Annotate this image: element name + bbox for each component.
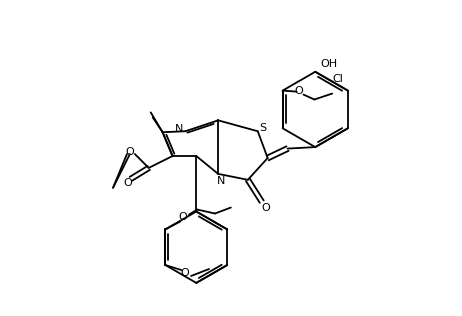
Text: O: O <box>123 178 132 188</box>
Text: O: O <box>294 86 303 96</box>
Text: N: N <box>175 124 183 134</box>
Text: S: S <box>259 123 266 133</box>
Text: N: N <box>217 176 225 186</box>
Text: O: O <box>179 212 188 222</box>
Text: O: O <box>181 268 189 278</box>
Text: O: O <box>261 203 270 213</box>
Text: Cl: Cl <box>333 74 343 84</box>
Text: OH: OH <box>321 59 338 69</box>
Text: O: O <box>126 147 134 157</box>
